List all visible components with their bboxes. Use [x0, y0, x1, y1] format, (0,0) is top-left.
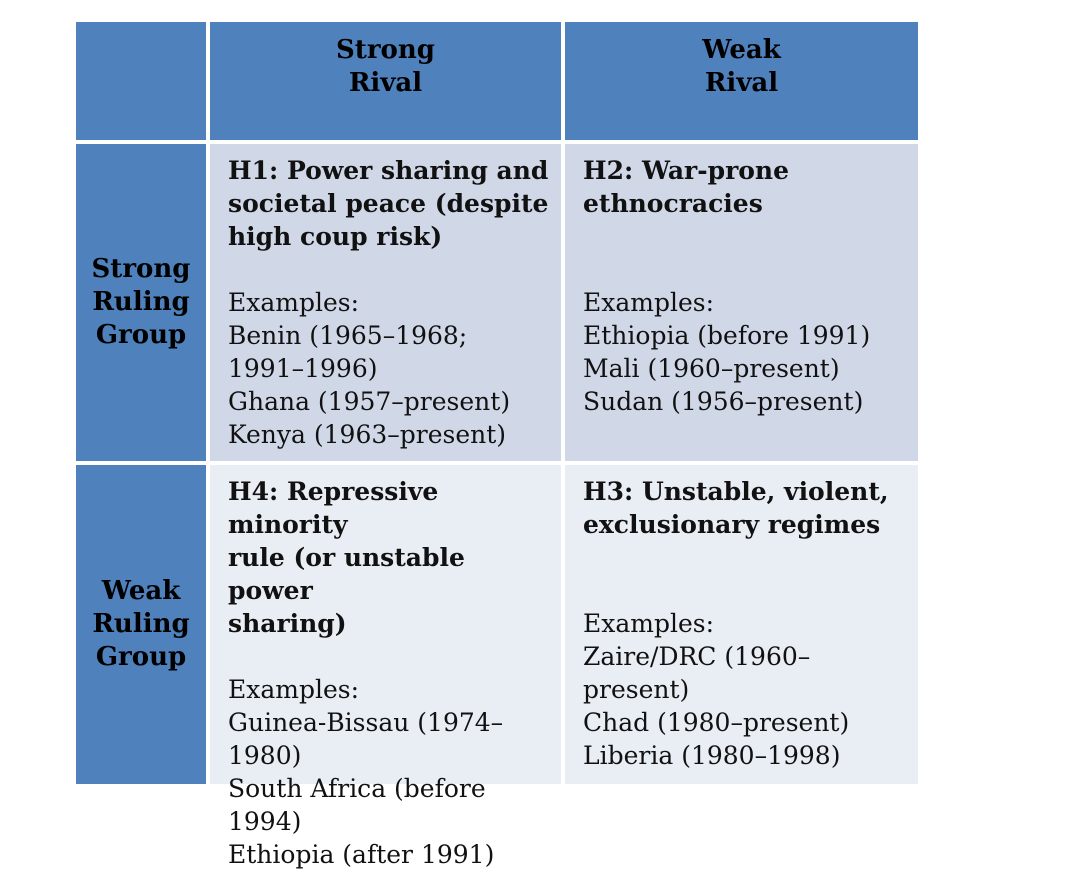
row2-label-line-3: Group [95, 642, 187, 672]
h4-example: South Africa (before 1994) [228, 774, 486, 836]
h4-example: Ethiopia (after 1991) [228, 840, 495, 869]
h2-example: Mali (1960–present) [583, 354, 840, 383]
row-header-weak-ruling-group: Weak Ruling Group [76, 465, 206, 784]
h4-examples-label: Examples: [228, 675, 360, 704]
h2-title-line-1: H2: War-prone [583, 156, 790, 185]
h1-title-line-1: H1: Power sharing and [228, 156, 549, 185]
row2-label-line-2: Ruling [92, 609, 190, 639]
h1-example: 1991–1996) [228, 354, 378, 383]
header-strong-rival-line-2: Rival [348, 68, 423, 98]
h3-title-line-2: exclusionary regimes [583, 510, 881, 539]
h3-example: Liberia (1980–1998) [583, 741, 841, 770]
header-weak-rival-line-2: Rival [704, 68, 779, 98]
h1-examples-label: Examples: [228, 288, 360, 317]
h2-examples-label: Examples: [583, 288, 715, 317]
h1-title-line-3: high coup risk) [228, 222, 443, 251]
corner-cell [76, 22, 206, 140]
header-weak-rival-line-1: Weak [702, 35, 781, 65]
typology-table: Strong Rival Weak Rival Strong Ruling Gr… [76, 22, 918, 869]
h3-examples-label: Examples: [583, 609, 715, 638]
h4-example: Guinea-Bissau (1974– [228, 708, 504, 737]
cell-h3: H3: Unstable, violent, exclusionary regi… [565, 465, 918, 784]
row1-label-line-3: Group [95, 320, 187, 350]
header-strong-rival-line-1: Strong [336, 35, 435, 65]
h1-example: Kenya (1963–present) [228, 420, 507, 449]
h1-example: Ghana (1957–present) [228, 387, 511, 416]
h4-title-line-3: sharing) [228, 609, 347, 638]
h1-title-line-2: societal peace (despite [228, 189, 549, 218]
h2-example: Ethiopia (before 1991) [583, 321, 871, 350]
header-weak-rival: Weak Rival [565, 22, 918, 140]
h2-example: Sudan (1956–present) [583, 387, 864, 416]
row1-label-line-1: Strong [91, 254, 191, 284]
h4-title-line-2: rule (or unstable power [228, 543, 465, 605]
h2-title-line-2: ethnocracies [583, 189, 763, 218]
row2-label-line-1: Weak [101, 576, 181, 606]
h4-example: 1980) [228, 741, 302, 770]
h1-example: Benin (1965–1968; [228, 321, 468, 350]
h3-example: present) [583, 675, 690, 704]
h3-example: Zaire/DRC (1960– [583, 642, 811, 671]
cell-h2: H2: War-prone ethnocracies Examples: Eth… [565, 144, 918, 461]
h3-example: Chad (1980–present) [583, 708, 850, 737]
row1-label-line-2: Ruling [92, 287, 190, 317]
row-header-strong-ruling-group: Strong Ruling Group [76, 144, 206, 461]
h3-title-line-1: H3: Unstable, violent, [583, 477, 889, 506]
header-strong-rival: Strong Rival [210, 22, 561, 140]
h4-title-line-1: H4: Repressive minority [228, 477, 439, 539]
cell-h4: H4: Repressive minority rule (or unstabl… [210, 465, 561, 869]
cell-h1: H1: Power sharing and societal peace (de… [210, 144, 561, 461]
